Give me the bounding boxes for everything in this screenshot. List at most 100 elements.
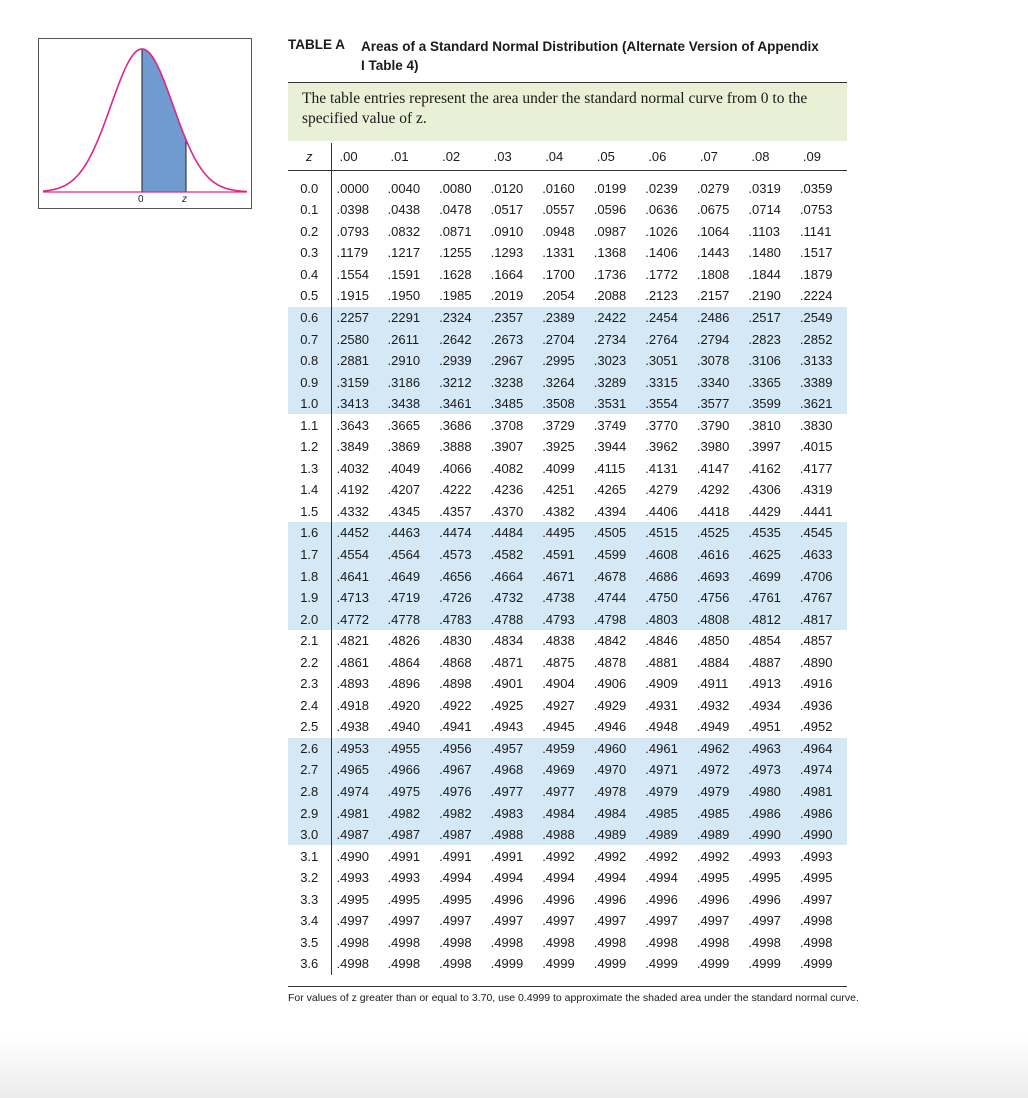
table-cell: .4998 <box>748 934 781 950</box>
table-cell: .4830 <box>439 633 472 649</box>
table-row: 3.1.4990 .4991 .4991 .4991 .4992 .4992 .4992 .4… <box>288 845 847 867</box>
table-cell: .4441 <box>799 503 833 519</box>
table-cell: .4995 <box>439 891 472 907</box>
table-cell: .4998 <box>593 934 627 950</box>
table-row: 3.2.4993.4993.4994.4994.4994.4994.4994.4… <box>288 866 847 889</box>
table-cell: .3023 <box>588 349 641 372</box>
table-cell: .4147 <box>696 460 730 476</box>
table-cell: .1443 <box>696 245 730 261</box>
table-cell: .4554 <box>331 543 383 566</box>
table-cell: .4977 <box>485 780 538 803</box>
table-cell: .4545 <box>794 522 847 544</box>
table-cell: .4713 <box>331 586 383 609</box>
table-row: 1.0.3413.3438.3461.3485.3508.3531.3554.3… <box>288 392 847 415</box>
table-cell: .4991 <box>490 848 524 864</box>
row-z-value: 3.5 <box>288 931 332 954</box>
table-cell: .2157 <box>696 288 730 304</box>
table-cell: .4997 <box>645 913 678 929</box>
row-z-value: 3.4 <box>288 910 332 932</box>
table-cell: .4916 <box>799 676 833 692</box>
table-row: 0.3.1179 .1217 .1255 .1293 .1331 .1368 .1406 .1… <box>288 242 847 264</box>
table-cell: .1772 <box>645 266 678 282</box>
header-col-2: .01 <box>390 149 409 164</box>
table-cell: .2549 <box>794 306 847 329</box>
table-cell: .1915 <box>336 288 370 304</box>
table-cell: .2357 <box>485 306 538 329</box>
table-cell: .3365 <box>743 371 795 393</box>
table-cell: .4878 <box>593 654 627 670</box>
table-cell: .1368 <box>593 245 627 261</box>
row-z-value: 1.1 <box>288 414 332 437</box>
table-cell: .4931 <box>645 697 678 713</box>
table-cell: .4985 <box>640 802 692 824</box>
table-cell: .4981 <box>331 802 383 824</box>
table-cell: .4893 <box>336 676 370 692</box>
row-z-value: 2.3 <box>288 673 332 695</box>
table-cell: .3830 <box>799 417 833 433</box>
table-cell: .4994 <box>593 870 627 886</box>
table-cell: .4582 <box>485 543 538 566</box>
table-cell: .3944 <box>593 439 627 455</box>
table-cell: .4962 <box>691 737 744 760</box>
table-cell: .4998 <box>696 934 730 950</box>
table-row: 0.6.2257.2291.2324.2357.2389.2422.2454.2… <box>288 306 847 329</box>
table-cell: .4505 <box>588 522 641 544</box>
table-cell: .4868 <box>439 654 472 670</box>
table-cell: .4761 <box>743 586 795 609</box>
table-cell: .4750 <box>640 586 692 609</box>
table-cell: .4940 <box>387 719 421 735</box>
table-cell: .4993 <box>336 870 370 886</box>
table-cell: .3980 <box>696 439 730 455</box>
table-cell: .4732 <box>485 586 538 609</box>
table-cell: .4778 <box>382 608 435 630</box>
table-cell: .4993 <box>387 870 421 886</box>
table-cell: .1026 <box>645 223 678 239</box>
table-row: 2.3.4893 .4896 .4898 .4901 .4904 .4906 .4909 .4… <box>288 673 847 695</box>
table-cell: .1628 <box>439 266 472 282</box>
table-row: 0.1.0398 .0438 .0478 .0517 .0557 .0596 .0636 .0… <box>288 199 847 221</box>
row-z-value: 1.4 <box>288 479 332 501</box>
table-cell: .4633 <box>794 543 847 566</box>
table-cell: .4996 <box>645 891 678 907</box>
table-cell: .4649 <box>382 565 435 587</box>
table-cell: .4998 <box>387 934 421 950</box>
table-cell: .4946 <box>593 719 627 735</box>
table-cell: .4999 <box>748 956 781 972</box>
table-cell: .3888 <box>439 439 472 455</box>
table-cell: .4974 <box>331 780 383 803</box>
row-z-value: 2.6 <box>288 737 332 760</box>
table-row: 2.2.4861 .4864 .4868 .4871 .4875 .4878 .4881 .4… <box>288 651 847 674</box>
table-cell: .4998 <box>799 934 833 950</box>
table-cell: .3770 <box>645 417 678 433</box>
table-cell: .4994 <box>645 870 678 886</box>
table-cell: .4985 <box>691 802 744 824</box>
table-cell: .4875 <box>542 654 575 670</box>
header-col-10: .09 <box>802 149 821 164</box>
table-cell: .0871 <box>439 223 472 239</box>
table-cell: .3485 <box>485 392 538 415</box>
table-cell: .0359 <box>799 181 833 196</box>
table-cell: .4099 <box>542 460 575 476</box>
table-cell: .4997 <box>696 913 730 929</box>
table-cell: .4986 <box>794 802 847 824</box>
table-cell: .2967 <box>485 349 538 372</box>
table-cell: .4484 <box>485 522 538 544</box>
table-cell: .4803 <box>640 608 692 630</box>
header-col-4: .03 <box>493 149 512 164</box>
table-cell: .2054 <box>542 288 575 304</box>
table-cell: .0636 <box>645 202 678 218</box>
table-cell: .2704 <box>537 328 589 350</box>
row-z-value: 2.9 <box>288 802 332 824</box>
table-cell: .4292 <box>696 482 730 498</box>
table-cell: .4997 <box>336 913 370 929</box>
table-cell: .4997 <box>542 913 575 929</box>
table-cell: .4049 <box>387 460 421 476</box>
table-cell: .4429 <box>748 503 781 519</box>
table-cell: .4976 <box>434 780 486 803</box>
table-cell: .2123 <box>645 288 678 304</box>
z-table: z .00 .01 .02 .03 .04 .05 .06 .07 .08 .09 0.0 .0000… <box>288 143 847 975</box>
table-cell: .2517 <box>743 306 795 329</box>
table-cell: .4788 <box>485 608 538 630</box>
table-row: 0.4.1554 .1591 .1628 .1664 .1700 .1736 .1772 .1… <box>288 263 847 286</box>
table-cell: .3531 <box>588 392 641 415</box>
